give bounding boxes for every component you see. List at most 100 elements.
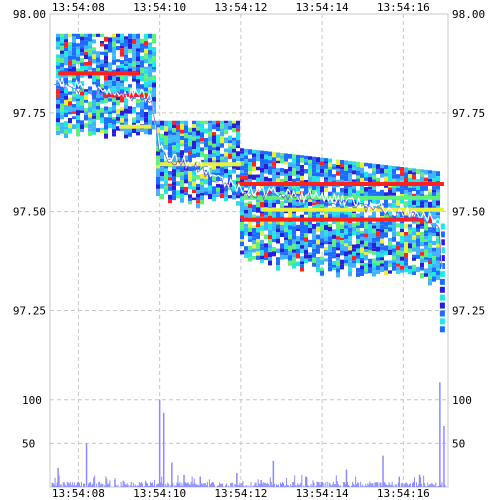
depth-cell — [216, 191, 220, 195]
depth-cell — [304, 190, 308, 194]
depth-cell — [376, 236, 380, 242]
depth-cell — [300, 168, 304, 173]
depth-cell — [140, 102, 144, 106]
depth-cell — [284, 169, 288, 174]
depth-cell — [436, 275, 440, 281]
depth-cell — [356, 258, 360, 263]
depth-cell — [136, 43, 140, 49]
depth-cell — [332, 229, 336, 235]
depth-cell — [248, 174, 252, 179]
depth-cell — [192, 124, 196, 128]
depth-cell — [196, 193, 200, 198]
depth-cell — [304, 258, 308, 263]
depth-cell — [56, 104, 60, 109]
depth-cell — [176, 172, 180, 178]
depth-cell — [328, 259, 332, 263]
depth-cell — [284, 157, 288, 162]
depth-cell — [404, 167, 408, 173]
depth-cell — [376, 260, 380, 266]
depth-cell — [336, 203, 340, 207]
depth-cell — [288, 186, 292, 191]
volume-bars — [51, 382, 446, 487]
depth-cell — [60, 103, 64, 108]
depth-cell — [112, 55, 116, 60]
depth-cell — [392, 244, 396, 249]
depth-cell — [272, 235, 276, 240]
depth-cell — [188, 175, 192, 182]
depth-cell — [296, 186, 300, 192]
depth-cell — [316, 213, 320, 219]
depth-cell — [324, 202, 328, 207]
depth-cell — [76, 56, 80, 61]
depth-cell — [428, 278, 432, 282]
depth-cell — [220, 159, 224, 163]
depth-cell — [220, 156, 224, 160]
depth-cell — [164, 120, 168, 124]
depth-cell — [408, 265, 412, 270]
depth-cell — [136, 131, 140, 136]
y-tick-label-right: 97.25 — [452, 304, 485, 317]
depth-cell — [428, 173, 432, 180]
depth-cell — [248, 158, 252, 163]
depth-cell — [124, 94, 128, 101]
depth-cell — [56, 96, 60, 101]
depth-cell — [248, 149, 252, 155]
depth-cell — [420, 201, 424, 205]
depth-cell — [76, 54, 80, 57]
depth-cell — [432, 251, 436, 257]
depth-cell — [352, 192, 356, 198]
depth-cell — [392, 192, 396, 196]
depth-cell — [244, 232, 248, 236]
depth-cell — [432, 267, 436, 272]
depth-cell — [112, 46, 116, 52]
depth-cell — [324, 230, 328, 233]
depth-cell — [180, 183, 184, 187]
depth-cell — [260, 250, 264, 256]
depth-cell — [316, 169, 320, 173]
depth-cell — [320, 225, 324, 231]
depth-cell — [264, 225, 268, 229]
depth-cell — [252, 153, 256, 157]
depth-cell — [72, 66, 76, 71]
depth-cell — [336, 268, 340, 273]
depth-cell — [416, 266, 420, 273]
depth-cell — [364, 219, 368, 224]
depth-cell — [108, 111, 112, 115]
depth-cell — [172, 181, 176, 186]
depth-cell — [336, 272, 340, 278]
depth-cell — [328, 262, 332, 267]
depth-cell — [344, 165, 348, 171]
depth-cell — [196, 120, 200, 125]
depth-cell — [256, 174, 260, 178]
depth-cell — [388, 187, 392, 191]
depth-cell — [260, 150, 264, 154]
depth-cell — [200, 178, 204, 182]
depth-cell — [212, 120, 216, 125]
depth-cell — [100, 107, 104, 113]
depth-cell — [168, 174, 172, 178]
depth-cell — [384, 265, 388, 271]
depth-cell — [244, 250, 248, 255]
depth-cell — [352, 244, 356, 249]
depth-cell — [396, 254, 400, 259]
depth-cell — [84, 111, 88, 116]
depth-cell — [264, 234, 268, 240]
depth-cell — [292, 229, 296, 235]
depth-cell — [200, 128, 204, 133]
depth-cell — [192, 127, 196, 132]
depth-cell — [188, 150, 192, 155]
depth-cell — [432, 174, 436, 179]
depth-cell — [260, 246, 264, 251]
depth-cell — [164, 173, 168, 177]
depth-cell — [348, 227, 352, 233]
depth-cell — [360, 186, 364, 190]
depth-cell — [268, 156, 272, 161]
depth-cell — [132, 117, 136, 121]
depth-cell — [412, 235, 416, 240]
depth-cell — [424, 221, 428, 226]
depth-cell — [376, 164, 380, 169]
depth-cell — [436, 192, 440, 196]
depth-cell — [320, 242, 324, 246]
depth-cell — [348, 254, 352, 258]
depth-cell — [220, 128, 224, 132]
